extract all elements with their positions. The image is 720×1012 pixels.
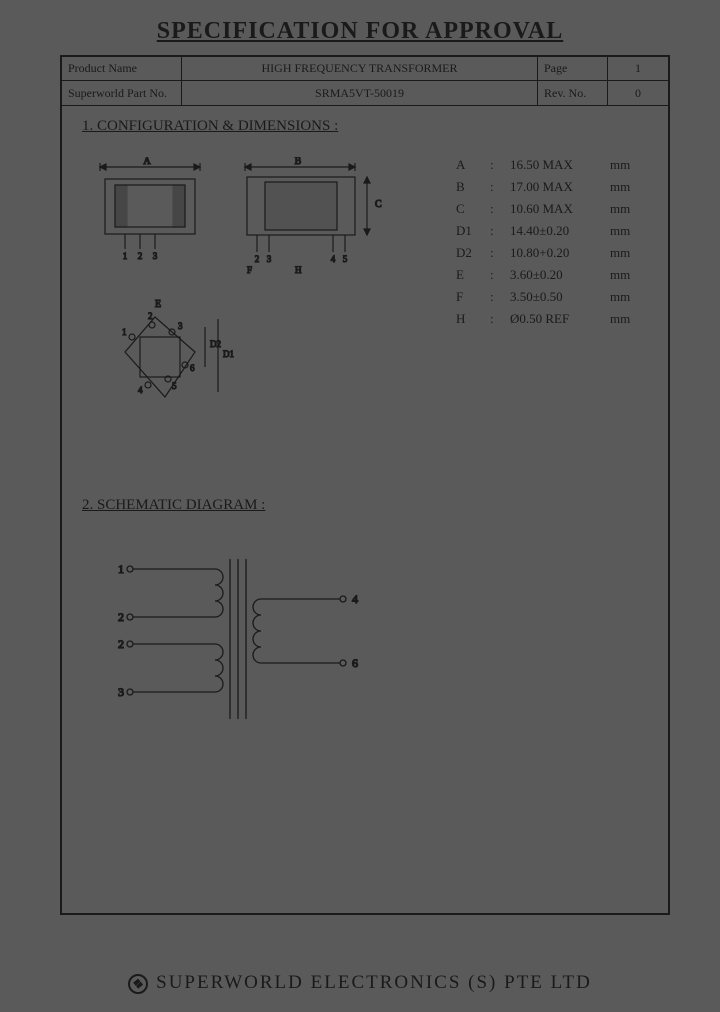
dimensions-area: A 1 2 3: [70, 147, 660, 437]
dim-a-label: A: [143, 157, 151, 167]
svg-text:D1: D1: [223, 349, 234, 359]
svg-text:5: 5: [172, 381, 177, 391]
dimensions-table: A:16.50 MAXmm B:17.00 MAXmm C:10.60 MAXm…: [456, 157, 640, 333]
svg-text:1: 1: [123, 251, 128, 261]
svg-text:2: 2: [148, 311, 153, 321]
svg-text:3: 3: [153, 251, 158, 261]
dim-row: D2:10.80+0.20mm: [456, 245, 640, 261]
rev-label: Rev. No.: [538, 81, 608, 105]
dim-label: A: [456, 157, 480, 173]
section2-title: 2. SCHEMATIC DIAGRAM :: [82, 497, 660, 514]
svg-text:3: 3: [267, 254, 272, 264]
svg-text:4: 4: [352, 592, 358, 606]
svg-text:E: E: [155, 299, 161, 310]
front-view-drawing: A 1 2 3: [90, 157, 210, 267]
page-title: SPECIFICATION FOR APPROVAL: [0, 18, 720, 45]
header-table: Product Name HIGH FREQUENCY TRANSFORMER …: [62, 57, 668, 106]
header-row-2: Superworld Part No. SRMA5VT-50019 Rev. N…: [62, 81, 668, 105]
svg-text:D2: D2: [210, 339, 221, 349]
svg-text:4: 4: [138, 385, 143, 395]
svg-text:B: B: [295, 157, 302, 167]
svg-text:1: 1: [118, 562, 124, 576]
dim-row: E:3.60±0.20mm: [456, 267, 640, 283]
header-row-1: Product Name HIGH FREQUENCY TRANSFORMER …: [62, 57, 668, 81]
svg-text:4: 4: [331, 254, 336, 264]
section1-title: 1. CONFIGURATION & DIMENSIONS :: [82, 118, 660, 135]
company-logo-icon: [128, 974, 148, 994]
svg-text:5: 5: [343, 254, 348, 264]
svg-text:H: H: [295, 265, 302, 275]
schematic-drawing: 1 2 2 3 4: [110, 544, 390, 744]
svg-text:6: 6: [190, 363, 195, 373]
dim-row: D1:14.40±0.20mm: [456, 223, 640, 239]
svg-text:1: 1: [122, 327, 127, 337]
dim-value: 16.50 MAX: [510, 157, 600, 173]
svg-text:2: 2: [255, 254, 260, 264]
svg-text:C: C: [375, 199, 382, 210]
svg-text:2: 2: [118, 637, 124, 651]
svg-text:3: 3: [118, 685, 124, 699]
schematic-area: 1 2 2 3 4: [70, 534, 660, 774]
product-name-value: HIGH FREQUENCY TRANSFORMER: [182, 57, 538, 80]
page: SPECIFICATION FOR APPROVAL Product Name …: [0, 0, 720, 1012]
footer: SUPERWORLD ELECTRONICS (S) PTE LTD: [0, 972, 720, 994]
dim-row: C:10.60 MAXmm: [456, 201, 640, 217]
svg-text:2: 2: [138, 251, 143, 261]
dim-row: B:17.00 MAXmm: [456, 179, 640, 195]
svg-text:6: 6: [352, 656, 358, 670]
content-area: 1. CONFIGURATION & DIMENSIONS : A: [62, 106, 668, 778]
product-name-label: Product Name: [62, 57, 182, 80]
svg-text:F: F: [247, 265, 252, 275]
svg-text:3: 3: [178, 321, 183, 331]
part-no-label: Superworld Part No.: [62, 81, 182, 105]
part-no-value: SRMA5VT-50019: [182, 81, 538, 105]
company-name: SUPERWORLD ELECTRONICS (S) PTE LTD: [156, 972, 592, 993]
dim-row: A:16.50 MAXmm: [456, 157, 640, 173]
spec-sheet: Product Name HIGH FREQUENCY TRANSFORMER …: [60, 55, 670, 915]
page-value: 1: [608, 57, 668, 80]
svg-text:2: 2: [118, 610, 124, 624]
side-view-drawing: B C 2 3 4 5: [235, 157, 395, 277]
dim-row: H:Ø0.50 REFmm: [456, 311, 640, 327]
rev-value: 0: [608, 81, 668, 105]
page-label: Page: [538, 57, 608, 80]
bottom-view-drawing: E 1 2 3 4 5 6 D2 D1: [100, 297, 240, 427]
dim-unit: mm: [610, 157, 640, 173]
dim-row: F:3.50±0.50mm: [456, 289, 640, 305]
